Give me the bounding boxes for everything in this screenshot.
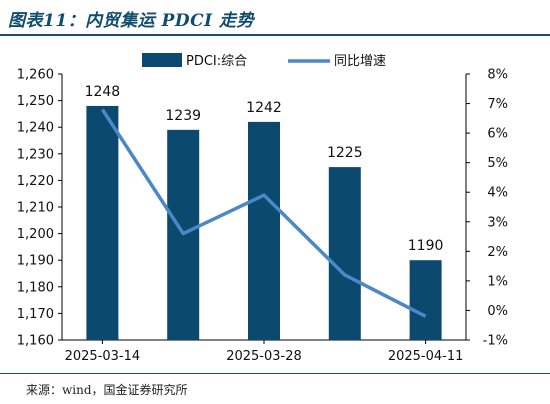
right-tick-label: 3% [487,215,508,230]
right-tick-label: 1% [487,274,508,289]
legend: PDCI:综合 同比增速 [142,53,386,69]
left-tick-label: 1,250 [17,94,54,109]
right-tick-label: 5% [487,156,508,171]
left-tick-label: 1,160 [17,334,54,349]
chart-title: 图表11：内贸集运 PDCI 走势 [8,11,255,31]
left-tick-label: 1,230 [17,147,54,162]
x-tick-label: 2025-03-14 [65,349,141,364]
right-axis: -1% 0% 1% 2% 3% 4% 5% 6% 7% 8% [465,68,508,349]
left-tick-label: 1,240 [17,121,54,136]
bar-data-label: 1248 [85,84,121,100]
x-axis: 2025-03-14 2025-03-28 2025-04-11 [62,339,466,364]
left-tick-label: 1,200 [17,227,54,242]
source-rule [0,373,550,374]
legend-label-pdci: PDCI:综合 [186,54,247,69]
source-note: 来源：wind，国金证券研究所 [26,383,188,397]
bar-data-label: 1242 [246,100,282,116]
bar-data-label: 1225 [327,145,363,161]
right-tick-label: 6% [487,127,508,142]
bar-data-label: 1190 [408,238,444,254]
right-tick-label: 4% [487,186,508,201]
bar-data-label: 1239 [165,108,201,124]
left-tick-label: 1,190 [17,254,54,269]
x-tick-label: 2025-03-28 [226,349,302,364]
right-tick-label: 2% [487,245,508,260]
bar-labels: 1248 1239 1242 1225 1190 [85,84,444,254]
bar [248,121,280,340]
left-axis: 1,160 1,170 1,180 1,190 1,200 1,210 1,220 1,230… [17,68,63,349]
left-tick-label: 1,180 [17,280,54,295]
x-tick-label: 2025-04-11 [388,349,464,364]
bar [409,260,442,340]
left-tick-label: 1,170 [17,307,54,322]
bars [86,105,442,340]
legend-swatch-pdci [142,53,182,67]
bar [86,105,119,340]
yoy-line [100,108,427,318]
yoy-line-group [100,108,427,318]
right-tick-label: 0% [487,304,508,319]
left-tick-label: 1,210 [17,201,54,216]
right-tick-label: 7% [487,97,508,112]
legend-label-yoy: 同比增速 [334,54,386,69]
left-tick-label: 1,260 [17,68,54,83]
right-tick-label: 8% [487,68,508,83]
right-tick-label: -1% [483,334,508,349]
left-tick-label: 1,220 [17,174,54,189]
bar [328,167,361,340]
title-rule [0,34,550,36]
